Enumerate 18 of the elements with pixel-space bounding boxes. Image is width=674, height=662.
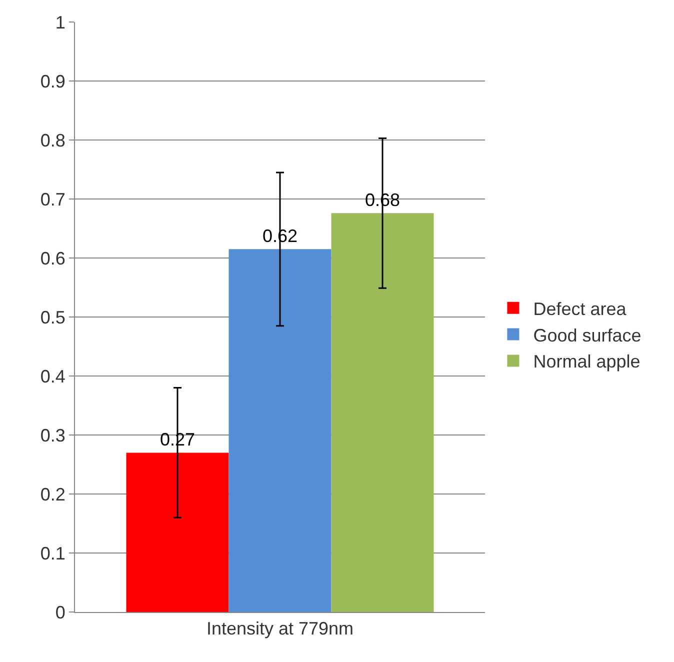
y-tick-label: 0.2: [40, 484, 66, 504]
y-tick-label: 0.7: [40, 189, 66, 210]
bar: [331, 213, 434, 612]
y-tick-label: 0.8: [40, 130, 66, 150]
y-tick-label: 1: [55, 12, 66, 32]
legend-label: Defect area: [533, 298, 628, 319]
y-tick-label: 0.5: [40, 307, 66, 328]
y-tick-label: 0.1: [40, 543, 66, 564]
y-tick-label: 0.3: [40, 425, 66, 446]
bar: [228, 249, 332, 612]
bar: [126, 452, 229, 612]
y-tick-label: 0.9: [40, 71, 66, 92]
legend-label: Good surface: [533, 325, 642, 346]
legend-label: Normal apple: [533, 352, 640, 372]
y-tick-label: 0.6: [40, 248, 66, 268]
x-tick-label: Intensity at 779nm: [206, 618, 354, 639]
y-tick-label: 0.4: [40, 366, 66, 386]
y-tick-label: 0: [55, 602, 66, 622]
